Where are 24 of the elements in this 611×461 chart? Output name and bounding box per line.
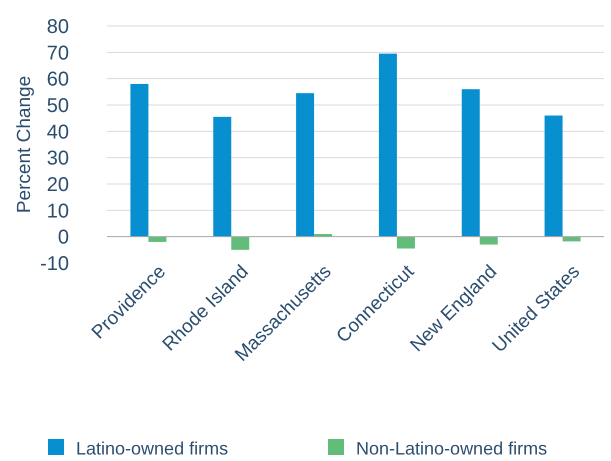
- y-tick-label: 20: [46, 174, 69, 196]
- y-tick-label: 70: [46, 42, 69, 64]
- y-tick-label: -10: [40, 253, 69, 275]
- bar: [396, 236, 415, 249]
- bar: [130, 84, 148, 237]
- bar: [480, 236, 498, 245]
- legend-label: Non-Latino-owned firms: [356, 438, 548, 458]
- bar: [462, 89, 480, 237]
- bar: [231, 236, 250, 250]
- bar: [544, 116, 563, 237]
- y-tick-label: 40: [46, 121, 69, 144]
- bar: [213, 116, 232, 237]
- y-tick-label: 80: [46, 16, 69, 38]
- y-tick-label: 50: [46, 95, 69, 117]
- y-tick-label: 60: [46, 68, 69, 91]
- bar: [378, 54, 397, 237]
- y-tick-label: 30: [46, 148, 69, 170]
- y-tick-label: 0: [58, 226, 69, 249]
- bar: [296, 93, 314, 237]
- bar: [562, 236, 581, 242]
- legend-label: Latino-owned firms: [76, 438, 228, 458]
- y-axis-title: Percent Change: [14, 76, 35, 214]
- bar: [148, 236, 166, 242]
- y-tick-label: 10: [46, 200, 69, 222]
